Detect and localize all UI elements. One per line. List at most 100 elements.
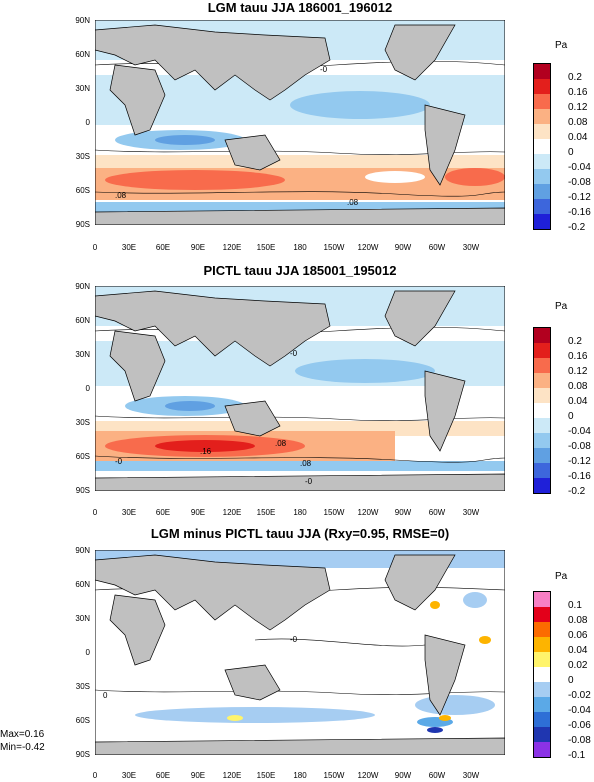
colorbar-label: -0.06 <box>568 720 591 731</box>
land <box>95 290 505 491</box>
map-svg: -0 -0 .16 .08 .08 -0 <box>95 286 505 491</box>
colorbar-label: 0 <box>568 675 574 686</box>
colorbar-label: -0.04 <box>568 705 591 716</box>
colorbar-label: -0.08 <box>568 735 591 746</box>
colorbar-label: 0.04 <box>568 645 588 656</box>
lat-tick: 60N <box>75 50 90 59</box>
lon-tick: 180 <box>293 508 307 517</box>
lon-tick: 120E <box>222 771 242 780</box>
contour-label: -0 <box>290 635 298 644</box>
colorbar-label: 0.06 <box>568 630 588 641</box>
lon-tick: 0 <box>92 771 98 780</box>
colorbar-swatch <box>534 139 550 154</box>
lon-tick: 60W <box>428 508 446 517</box>
map-plot: -0 0 <box>95 550 505 755</box>
colorbar-label: 0.04 <box>568 396 588 407</box>
lon-tick: 90E <box>190 508 206 517</box>
colorbar-label: 0.16 <box>568 87 588 98</box>
colorbar-swatch <box>534 214 550 229</box>
lon-tick: 150W <box>323 771 345 780</box>
colorbar-swatch <box>534 697 550 712</box>
lat-tick: 60S <box>75 186 90 195</box>
colorbar-label: -0.2 <box>568 222 586 233</box>
colorbar-label: -0.04 <box>568 426 591 437</box>
colorbar-label: -0.08 <box>568 441 591 452</box>
colorbar-label: 0 <box>568 147 574 158</box>
contour-label: .08 <box>275 439 287 448</box>
map-plot: .08 -0 .08 <box>95 20 505 225</box>
colorbar-swatch <box>534 463 550 478</box>
colorbar-swatch <box>534 592 550 607</box>
stats-readout: Max=0.16 Min=-0.42 <box>0 728 45 754</box>
colorbar-swatch <box>534 418 550 433</box>
colorbar-label: -0.02 <box>568 690 591 701</box>
lon-tick: 30W <box>462 508 480 517</box>
colorbar-label: 0 <box>568 411 574 422</box>
colorbar-swatch <box>534 388 550 403</box>
colorbar-swatch <box>534 343 550 358</box>
lat-tick: 0 <box>85 118 90 127</box>
colorbar-units: Pa <box>555 40 568 51</box>
lat-tick: 60S <box>75 452 90 461</box>
panel-title: LGM minus PICTL tauu JJA (Rxy=0.95, RMSE… <box>150 526 450 541</box>
lon-tick: 0 <box>92 508 98 517</box>
colorbar-label: -0.04 <box>568 162 591 173</box>
colorbar-swatch <box>534 742 550 757</box>
colorbar-swatch <box>534 94 550 109</box>
lat-tick: 30N <box>75 84 90 93</box>
colorbar-label: 0.2 <box>568 336 582 347</box>
colorbar-label: 0.1 <box>568 600 582 611</box>
map-plot: -0 -0 .16 .08 .08 -0 <box>95 286 505 491</box>
contour-label: .08 <box>300 459 312 468</box>
lon-tick: 120E <box>222 243 242 252</box>
lon-tick: 120W <box>357 243 379 252</box>
lat-tick: 60N <box>75 316 90 325</box>
colorbar-swatch <box>534 478 550 493</box>
lat-tick: 30S <box>75 418 90 427</box>
colorbar-swatch <box>534 124 550 139</box>
lat-tick: 90N <box>75 546 90 555</box>
colorbar-swatch <box>534 727 550 742</box>
lat-tick: 60N <box>75 580 90 589</box>
colorbar-swatch <box>534 79 550 94</box>
colorbar-label: 0.08 <box>568 117 588 128</box>
lon-tick: 60W <box>428 243 446 252</box>
map-svg: .08 -0 .08 <box>95 20 505 225</box>
lat-tick: 90S <box>75 220 90 229</box>
lon-tick: 150W <box>323 508 345 517</box>
colorbar-swatch <box>534 199 550 214</box>
lat-tick: 30N <box>75 350 90 359</box>
colorbar-units: Pa <box>555 571 568 582</box>
lon-tick: 30E <box>121 771 137 780</box>
colorbar-label: 0.12 <box>568 366 588 377</box>
contour-label: .16 <box>200 447 212 456</box>
lon-tick: 90E <box>190 243 206 252</box>
colorbar-label: -0.08 <box>568 177 591 188</box>
colorbar-label: 0.08 <box>568 381 588 392</box>
lon-tick: 60W <box>428 771 446 780</box>
colorbar-swatch <box>534 154 550 169</box>
lon-tick: 180 <box>293 243 307 252</box>
lat-tick: 90S <box>75 486 90 495</box>
colorbar-swatch <box>534 652 550 667</box>
colorbar <box>533 591 551 758</box>
map-svg: -0 0 <box>95 550 505 755</box>
land <box>95 554 505 755</box>
colorbar-swatch <box>534 433 550 448</box>
lon-tick: 30W <box>462 243 480 252</box>
colorbar <box>533 63 551 230</box>
colorbar-label: -0.16 <box>568 207 591 218</box>
land <box>95 24 505 225</box>
colorbar-swatch <box>534 64 550 79</box>
colorbar-label: -0.12 <box>568 192 591 203</box>
colorbar-swatch <box>534 373 550 388</box>
panel-title: LGM tauu JJA 186001_196012 <box>207 0 393 15</box>
colorbar-label: -0.2 <box>568 486 586 497</box>
colorbar-label: -0.12 <box>568 456 591 467</box>
lon-tick: 60E <box>155 243 171 252</box>
contour-label: -0 <box>115 457 123 466</box>
contour-label: -0 <box>305 477 313 486</box>
lon-tick: 180 <box>293 771 307 780</box>
lon-tick: 60E <box>155 508 171 517</box>
colorbar-label: -0.16 <box>568 471 591 482</box>
